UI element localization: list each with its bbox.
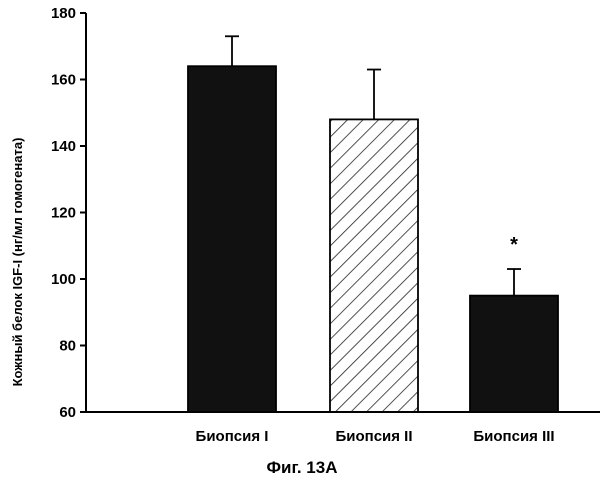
y-tick-label: 180 <box>51 5 76 22</box>
y-tick-label: 120 <box>51 205 76 222</box>
significance-annotation: * <box>510 234 518 256</box>
y-axis-title: Кожный белок IGF-I (нг/мл гомогената) <box>10 138 25 387</box>
bar-1 <box>187 65 277 413</box>
y-tick-label: 80 <box>59 338 76 355</box>
x-category-label: Биопсия I <box>196 428 269 445</box>
y-tick-label: 60 <box>59 404 76 421</box>
y-tick-label: 100 <box>51 271 76 288</box>
x-category-label: Биопсия II <box>335 428 412 445</box>
y-tick-label: 140 <box>51 138 76 155</box>
y-tick-label: 160 <box>51 72 76 89</box>
bar-3 <box>469 294 559 413</box>
x-category-label: Биопсия III <box>473 428 554 445</box>
bar-2 <box>329 118 419 413</box>
figure-caption: Фиг. 13А <box>266 458 338 477</box>
